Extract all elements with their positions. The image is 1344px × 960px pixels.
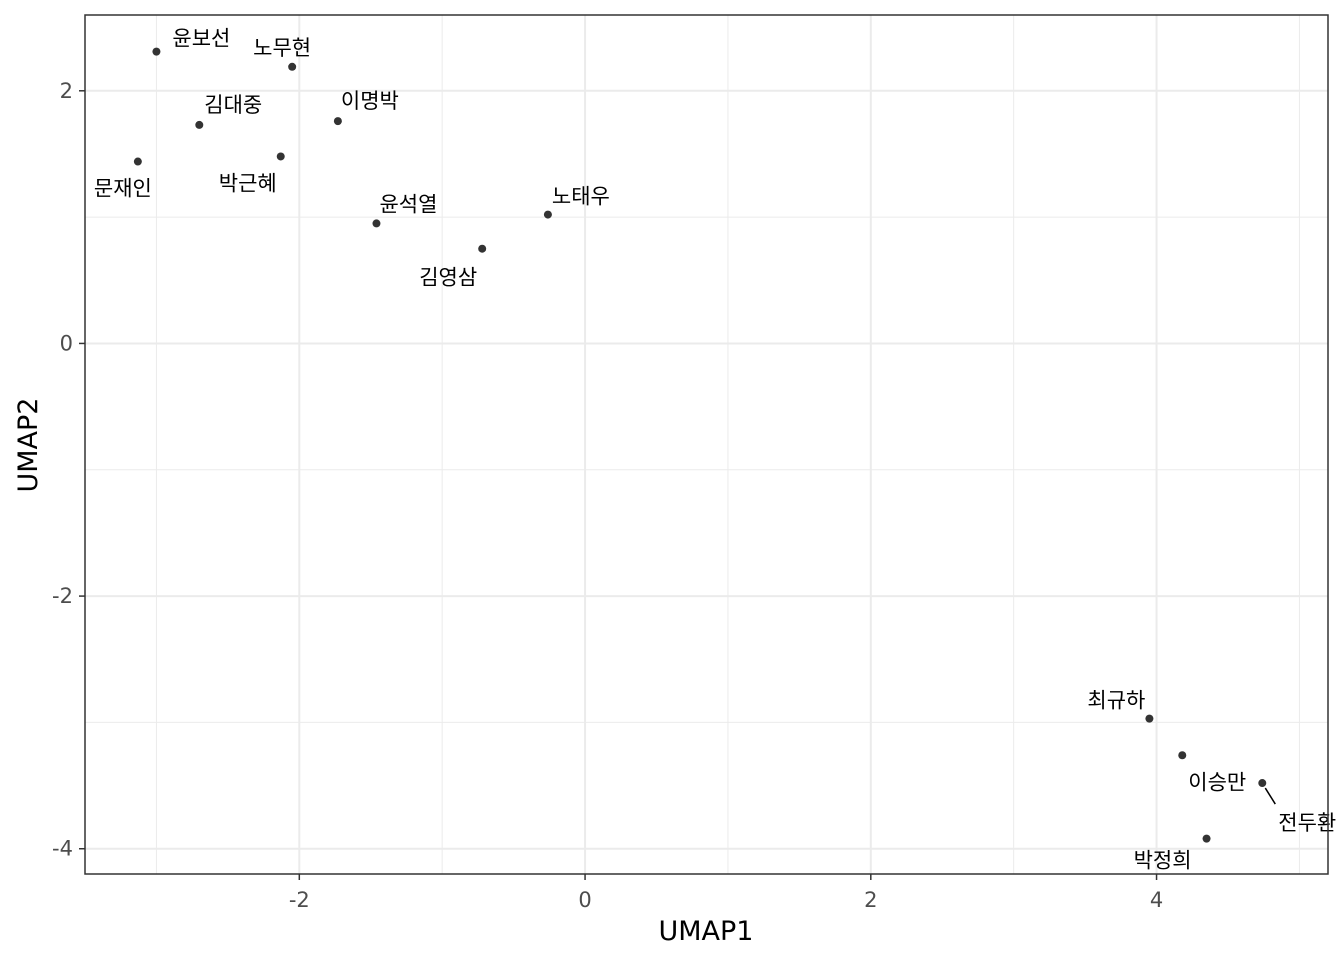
- point-label: 이명박: [341, 89, 399, 113]
- data-point: [152, 47, 161, 56]
- x-tick-label: 4: [1150, 888, 1163, 912]
- x-axis-title: UMAP1: [659, 916, 754, 947]
- panel-border: [84, 14, 1329, 875]
- data-point: [1258, 779, 1267, 788]
- data-point: [543, 210, 552, 219]
- point-label: 윤보선: [172, 27, 230, 51]
- point-label: 박정희: [1134, 849, 1192, 873]
- point-label: 김대중: [204, 93, 262, 117]
- label-leader-line: [1264, 787, 1276, 805]
- x-tick-label: 0: [578, 888, 591, 912]
- data-point: [1178, 751, 1187, 760]
- data-point: [276, 152, 285, 161]
- point-label: 이승만: [1188, 770, 1246, 794]
- data-point: [195, 120, 204, 129]
- data-point: [133, 157, 142, 166]
- data-point: [372, 219, 381, 228]
- y-tick-label: 2: [60, 79, 73, 103]
- data-point: [1202, 834, 1211, 843]
- axis-ticks: -2 0 2 4 2 0 -2 -4: [52, 79, 1163, 912]
- point-label: 최규하: [1087, 689, 1145, 713]
- point-label: 문재인: [94, 177, 152, 201]
- data-point: [288, 62, 297, 71]
- point-label: 김영삼: [419, 266, 477, 290]
- y-tick-label: -4: [52, 837, 73, 861]
- x-tick-label: 2: [864, 888, 877, 912]
- data-point: [333, 117, 342, 126]
- y-tick-label: -2: [52, 584, 73, 608]
- y-tick-label: 0: [60, 331, 73, 355]
- y-axis-title: UMAP2: [13, 398, 44, 493]
- data-point: [478, 244, 487, 253]
- point-label: 노태우: [552, 185, 610, 209]
- point-label: 박근혜: [219, 171, 277, 195]
- data-point: [1145, 714, 1154, 723]
- point-label: 전두환: [1278, 811, 1336, 835]
- data-points: [133, 47, 1267, 843]
- point-label: 노무현: [253, 36, 311, 60]
- x-tick-label: -2: [289, 888, 310, 912]
- grid-lines: [85, 15, 1328, 874]
- point-label: 윤석열: [379, 192, 437, 216]
